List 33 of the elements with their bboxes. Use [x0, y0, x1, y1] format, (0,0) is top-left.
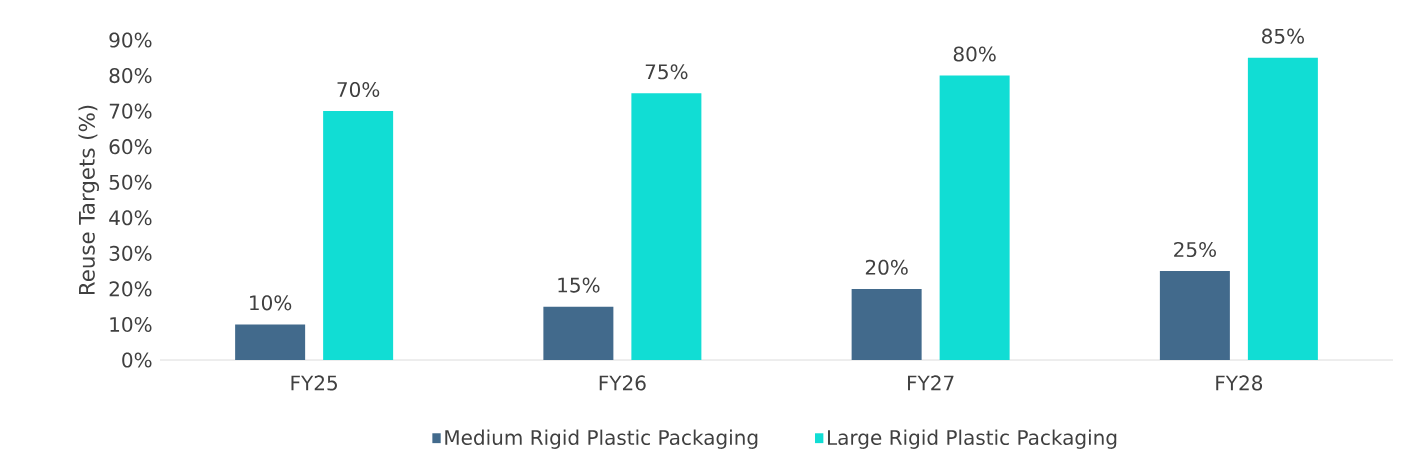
data-label: 80% — [953, 46, 996, 62]
bar — [631, 93, 702, 360]
bar — [1247, 57, 1318, 360]
y-tick-label: 40% — [109, 210, 152, 226]
y-axis-title: Reuse Targets (%) — [78, 105, 100, 295]
y-tick-label: 10% — [110, 316, 152, 333]
bar — [851, 288, 922, 360]
y-tick-label: 70% — [109, 103, 152, 119]
legend-label: Medium Rigid Plastic Packaging — [445, 429, 758, 449]
data-label: 20% — [865, 259, 908, 275]
x-tick-label: FY28 — [1216, 375, 1263, 391]
data-label: 75% — [645, 64, 688, 80]
y-tick-label: 80% — [109, 67, 152, 84]
y-tick-label: 60% — [109, 139, 152, 155]
x-tick-label: FY27 — [908, 375, 954, 391]
y-tick-label: 50% — [109, 174, 152, 190]
x-tick-label: FY25 — [291, 375, 337, 391]
data-label: 85% — [1262, 28, 1304, 44]
data-label: 70% — [337, 81, 380, 98]
legend-label: Large Rigid Plastic Packaging — [828, 429, 1117, 449]
x-tick-label: FY26 — [599, 375, 646, 391]
data-label: 10% — [250, 295, 292, 311]
y-tick-label: 90% — [109, 32, 152, 48]
y-tick-label: 20% — [109, 281, 152, 297]
bar — [1159, 271, 1230, 360]
data-label: 15% — [558, 277, 600, 293]
bar — [543, 306, 614, 360]
bar — [235, 324, 306, 360]
data-label: 25% — [1174, 241, 1216, 258]
y-tick-label: 30% — [109, 245, 152, 261]
bar — [323, 111, 394, 360]
bar — [939, 75, 1010, 360]
y-tick-label: 0% — [122, 352, 152, 368]
